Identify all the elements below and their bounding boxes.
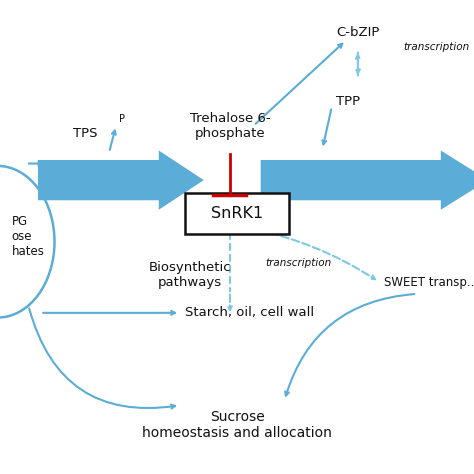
Text: C-bZIP: C-bZIP [336, 26, 380, 39]
Text: TPP: TPP [337, 95, 360, 108]
FancyBboxPatch shape [185, 193, 289, 234]
Text: transcription: transcription [265, 258, 332, 268]
Text: SWEET transp...: SWEET transp... [384, 275, 474, 289]
Polygon shape [261, 150, 474, 210]
Text: SnRK1: SnRK1 [211, 206, 263, 221]
Text: transcription: transcription [403, 42, 469, 53]
Text: Trehalose 6-
phosphate: Trehalose 6- phosphate [190, 112, 270, 140]
Text: P: P [119, 114, 126, 124]
Text: TPS: TPS [73, 127, 98, 140]
Text: Starch, oil, cell wall: Starch, oil, cell wall [185, 306, 314, 319]
Polygon shape [38, 150, 204, 210]
Text: Biosynthetic
pathways: Biosynthetic pathways [148, 261, 231, 289]
Text: PG
ose
hates: PG ose hates [12, 216, 45, 258]
Text: Sucrose
homeostasis and allocation: Sucrose homeostasis and allocation [142, 410, 332, 440]
